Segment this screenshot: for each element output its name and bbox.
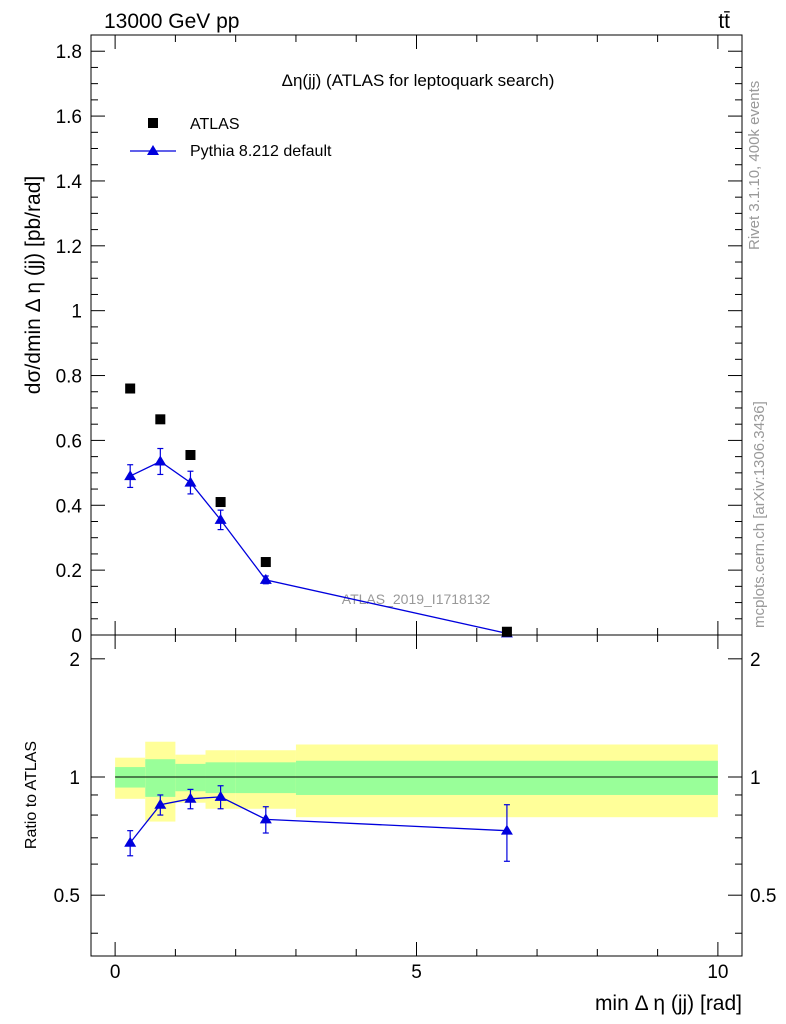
pythia-point <box>154 455 167 466</box>
ratio-pythia-point <box>154 798 167 809</box>
main-y-tick-label: 0.6 <box>56 431 82 452</box>
atlas-point <box>260 557 271 568</box>
atlas-point <box>215 497 226 508</box>
legend: ATLAS Pythia 8.212 default <box>130 116 332 160</box>
x-tick-label: 5 <box>411 962 422 983</box>
ratio-y-tick-label-right: 2 <box>750 650 761 671</box>
main-y-tick-labels: 0 0.2 0.4 0.6 0.8 1 1.2 1.4 1.6 1.8 <box>56 42 83 647</box>
ratio-band-inner <box>295 760 718 795</box>
legend-atlas-label: ATLAS <box>190 116 240 133</box>
main-panel-frame <box>90 34 743 636</box>
main-y-tick-label: 0.4 <box>56 496 83 517</box>
legend-atlas-marker <box>148 118 158 128</box>
ratio-band-inner <box>145 759 176 797</box>
main-panel: 0 0.2 0.4 0.6 0.8 1 1.2 1.4 1.6 1.8 dσ/dmin Δ η (… <box>22 34 743 647</box>
x-axis-label: min Δ η (jj) [rad] <box>595 992 742 1015</box>
ratio-pythia-point <box>184 792 197 803</box>
pythia-point <box>124 470 137 481</box>
ratio-band-inner <box>175 763 206 792</box>
legend-pythia-label: Pythia 8.212 default <box>190 143 332 160</box>
main-y-tick-label: 1 <box>71 302 82 323</box>
atlas-point <box>501 626 512 637</box>
ratio-pythia-line <box>129 796 507 844</box>
main-watermark: ATLAS_2019_I1718132 <box>342 591 491 607</box>
rivet-version-label: Rivet 3.1.10, 400k events <box>746 81 763 250</box>
main-y-tick-label: 0 <box>71 626 82 647</box>
ratio-y-tick-label: 2 <box>69 650 80 671</box>
ratio-y-tick-label: 0.5 <box>54 886 80 907</box>
main-axis-ticks <box>91 34 742 636</box>
atlas-point <box>125 383 136 394</box>
ratio-series-layer <box>124 785 513 862</box>
ratio-y-tick-labels: 0.5 0.5 1 1 2 2 <box>54 650 777 907</box>
header-energy-label: 13000 GeV pp <box>104 10 239 33</box>
ratio-x-tick-labels: 0 5 10 <box>110 962 729 983</box>
legend-pythia-marker <box>147 145 159 155</box>
main-y-tick-label: 1.8 <box>56 42 82 63</box>
pythia-point <box>214 513 227 524</box>
main-y-tick-label: 1.4 <box>56 172 83 193</box>
pythia-point <box>259 573 272 584</box>
main-chart-title: Δη(jj) (ATLAS for leptoquark search) <box>282 71 555 90</box>
ratio-pythia-point <box>214 790 227 801</box>
ratio-panel: 0.5 0.5 1 1 2 2 0 5 10 Ratio to ATLAS min Δ η (… <box>23 634 777 1015</box>
ratio-y-tick-label-right: 0.5 <box>750 886 776 907</box>
atlas-point <box>155 414 166 425</box>
x-tick-label: 0 <box>110 962 121 983</box>
main-y-tick-label: 1.2 <box>56 237 82 258</box>
ratio-uncertainty-bands <box>115 741 718 822</box>
main-y-tick-label: 1.6 <box>56 107 82 128</box>
ratio-axis-ticks <box>91 635 742 956</box>
main-y-tick-label: 0.2 <box>56 561 82 582</box>
main-y-tick-label: 0.8 <box>56 367 82 388</box>
header-process-label: tt̄ <box>718 10 730 33</box>
ratio-pythia-point <box>124 836 137 847</box>
ratio-y-axis-label: Ratio to ATLAS <box>23 741 40 849</box>
pythia-point <box>184 476 197 487</box>
ratio-band-inner <box>235 762 296 794</box>
ratio-pythia-point <box>259 813 272 824</box>
x-tick-label: 10 <box>707 962 728 983</box>
main-y-axis-label: dσ/dmin Δ η (jj) [pb/rad] <box>22 176 45 394</box>
mcplots-source-label: mcplots.cern.ch [arXiv:1306.3436] <box>751 401 768 628</box>
ratio-pythia-point <box>500 824 513 835</box>
ratio-y-tick-label-right: 1 <box>750 768 761 789</box>
atlas-point <box>185 450 196 460</box>
ratio-y-tick-label: 1 <box>69 768 80 789</box>
pythia-line <box>129 460 508 635</box>
